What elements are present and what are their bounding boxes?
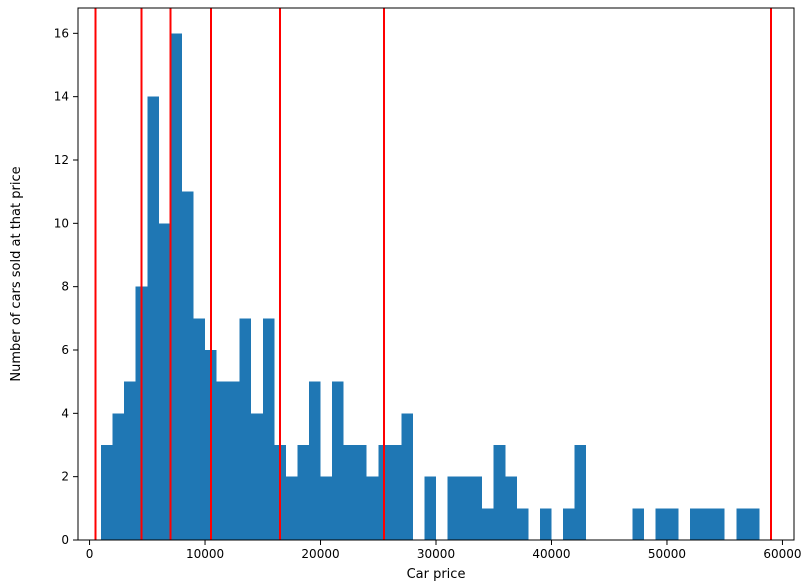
bar	[263, 318, 275, 540]
chart-svg: 0 10000 20000 30000 40000 50000 60000 0 2 4 6 8 10 12…	[0, 0, 804, 585]
bar	[448, 477, 460, 540]
bar	[367, 477, 379, 540]
bar	[575, 445, 587, 540]
bar	[321, 477, 333, 540]
y-tick-label: 14	[54, 90, 69, 104]
x-axis-label: Car price	[407, 567, 466, 582]
bar	[424, 477, 436, 540]
y-tick-label: 2	[61, 470, 69, 484]
y-tick-label: 8	[61, 280, 69, 294]
x-tick-label: 40000	[532, 547, 570, 561]
bar	[494, 445, 506, 540]
bar	[632, 508, 644, 540]
histogram-chart: 0 10000 20000 30000 40000 50000 60000 0 2 4 6 8 10 12…	[0, 0, 804, 585]
bar	[113, 413, 125, 540]
bar	[240, 318, 252, 540]
y-axis-label: Number of cars sold at that price	[9, 166, 24, 381]
x-tick-label: 20000	[301, 547, 339, 561]
bar	[390, 445, 402, 540]
bar	[401, 413, 413, 540]
bar	[505, 477, 517, 540]
bar	[540, 508, 552, 540]
bar	[228, 382, 240, 540]
bar	[309, 382, 321, 540]
y-tick-label: 12	[54, 153, 69, 167]
x-tick-label: 30000	[417, 547, 455, 561]
bar	[124, 382, 136, 540]
bar	[690, 508, 702, 540]
bar	[563, 508, 575, 540]
y-tick-label: 6	[61, 343, 69, 357]
bar	[159, 223, 171, 540]
bar	[193, 318, 205, 540]
bar	[101, 445, 113, 540]
bar	[147, 97, 159, 540]
bar	[517, 508, 529, 540]
y-tick-label: 4	[61, 406, 69, 420]
bar	[217, 382, 229, 540]
x-tick-label: 50000	[648, 547, 686, 561]
bar	[736, 508, 748, 540]
bar	[702, 508, 714, 540]
bar	[251, 413, 263, 540]
x-tick-label: 0	[86, 547, 94, 561]
bar	[355, 445, 367, 540]
bar	[667, 508, 679, 540]
bar	[297, 445, 309, 540]
bar	[332, 382, 344, 540]
bar	[170, 33, 182, 540]
bar	[471, 477, 483, 540]
bar	[482, 508, 494, 540]
y-tick-label: 0	[61, 533, 69, 547]
y-tick-label: 10	[54, 216, 69, 230]
bar	[655, 508, 667, 540]
bar	[713, 508, 725, 540]
bar	[286, 477, 298, 540]
bar	[344, 445, 356, 540]
x-tick-label: 60000	[763, 547, 801, 561]
x-tick-label: 10000	[186, 547, 224, 561]
bar	[459, 477, 471, 540]
bar	[748, 508, 760, 540]
y-tick-label: 16	[54, 26, 69, 40]
bar	[182, 192, 194, 540]
